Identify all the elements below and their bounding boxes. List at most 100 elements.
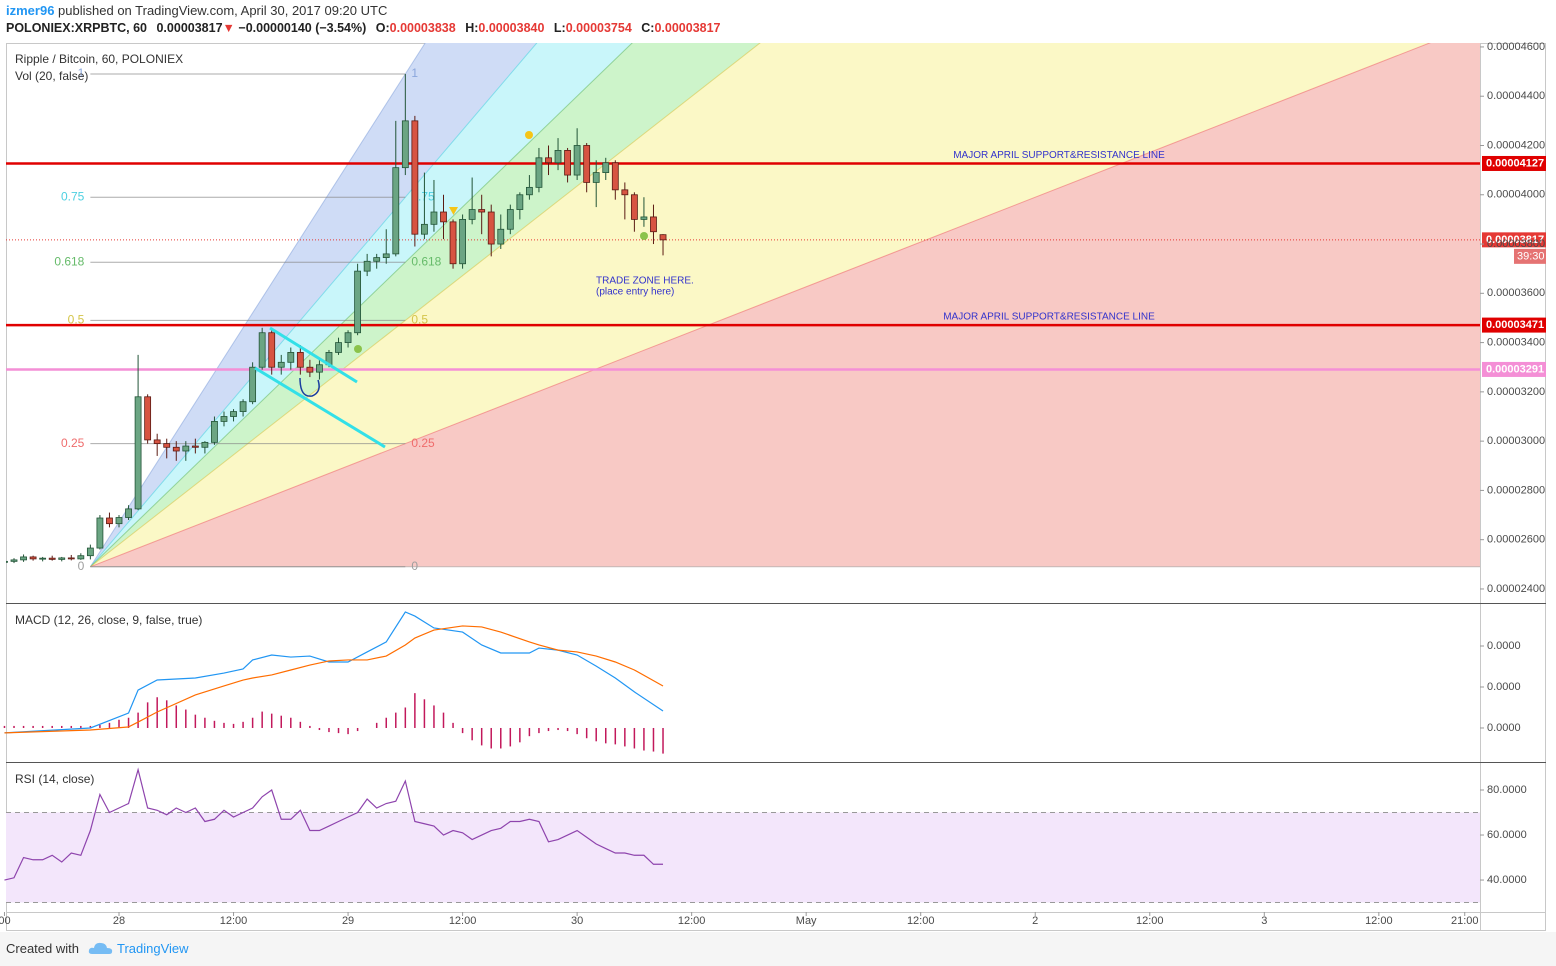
candle-body <box>392 167 400 255</box>
candle-body <box>554 150 562 164</box>
price-tag <box>1482 317 1546 333</box>
ohlc-value: 0.00003754 <box>565 21 632 35</box>
y-tick-label: 0.0000 <box>1487 640 1521 652</box>
candle-body <box>516 194 524 210</box>
candle-body <box>630 194 638 220</box>
ohlc-value: 0.00003838 <box>389 21 456 35</box>
candle-body <box>573 145 581 176</box>
countdown-tag <box>1514 248 1546 264</box>
candle-body <box>287 352 295 363</box>
candle-body <box>650 216 657 233</box>
candle-body <box>373 257 381 262</box>
author[interactable]: izmer96 <box>6 3 55 18</box>
candle-body <box>58 557 66 560</box>
header-line: izmer96 published on TradingView.com, Ap… <box>6 3 387 18</box>
candle-body <box>115 517 123 525</box>
candle-body <box>440 211 447 223</box>
candle-body <box>220 416 228 422</box>
annotation: (place entry here) <box>596 287 674 298</box>
candle-body <box>344 332 352 343</box>
y-tick-label: 0.0000 <box>1487 681 1521 693</box>
y-tick-label: 0.00002600 <box>1487 534 1545 546</box>
candle-body <box>10 559 18 562</box>
last-price: 0.00003817 <box>156 21 223 35</box>
candle-body <box>306 366 314 373</box>
candle-body <box>621 189 629 196</box>
y-tick-label: 0.00003000 <box>1487 435 1545 447</box>
candle-body <box>67 557 75 560</box>
marker-dot <box>525 131 533 139</box>
fib-label: 0 <box>78 559 85 573</box>
candle-body <box>277 361 285 368</box>
fib-label: 0.618 <box>54 254 84 268</box>
candle-body <box>602 162 610 173</box>
x-tick-label: 00 <box>0 915 11 927</box>
fib-label: 0.75 <box>61 189 85 203</box>
ohlc-key: C: <box>641 21 655 35</box>
candle-body <box>459 219 466 265</box>
candle-body <box>39 557 47 560</box>
y-tick-label: 0.00003600 <box>1487 287 1545 299</box>
fib-label: 0.5 <box>411 313 428 327</box>
x-tick-label: 12:00 <box>449 915 477 927</box>
x-tick-label: 12:00 <box>907 915 935 927</box>
candle-body <box>611 162 619 191</box>
countdown: 39:30 <box>1517 250 1545 262</box>
candle-body <box>564 150 571 176</box>
candle-body <box>468 209 476 220</box>
ohlc-key: H: <box>465 21 479 35</box>
fib-label: 0.5 <box>68 313 85 327</box>
y-tick-label: 0.00003800 <box>1487 238 1545 250</box>
brand[interactable]: TradingView <box>117 941 189 956</box>
price-layer <box>6 74 1480 564</box>
x-tick-label: 30 <box>571 915 583 927</box>
panel-title: RSI (14, close) <box>15 772 94 786</box>
price-tag-label: 0.00003471 <box>1486 319 1544 331</box>
candle-body <box>172 446 180 452</box>
y-tick-label: 80.0000 <box>1487 784 1527 796</box>
x-tick-label: 12:00 <box>220 915 248 927</box>
fib-label: 1 <box>78 66 85 80</box>
candle-body <box>583 145 591 183</box>
candle-body <box>230 411 237 417</box>
candle-body <box>239 401 247 412</box>
x-tick-label: 3 <box>1261 915 1267 927</box>
fib-label: 1 <box>411 66 418 80</box>
indicator-title: Vol (20, false) <box>15 69 88 83</box>
fib-label: 0 <box>411 559 418 573</box>
candle-body <box>268 332 276 368</box>
candle-body <box>191 445 199 448</box>
candle-body <box>48 557 56 560</box>
candle-body <box>335 342 342 353</box>
y-tick-label: 0.00004400 <box>1487 90 1545 102</box>
ohlc-value: 0.00003817 <box>654 21 721 35</box>
indicator-line <box>4 625 664 734</box>
candle-body <box>106 517 113 525</box>
axis-layer: 0.00004127 MAJOR APRIL SUPPORT&RESISTANCE… <box>0 41 1546 930</box>
candle-body <box>411 120 419 235</box>
y-tick-label: 0.00002800 <box>1487 484 1545 496</box>
published: published on TradingView.com, April 30, … <box>58 3 388 18</box>
candle-body <box>211 421 218 443</box>
line-label: MAJOR APRIL SUPPORT&RESISTANCE LINE <box>953 150 1165 161</box>
candle-body <box>163 443 171 448</box>
candle-body <box>449 221 457 265</box>
fib-label: 0.25 <box>61 436 85 450</box>
candle-body <box>478 209 486 213</box>
marker-triangle <box>449 207 458 215</box>
x-tick-label: 12:00 <box>1136 915 1164 927</box>
circle-drawing <box>299 377 320 397</box>
trend-line <box>269 326 358 384</box>
y-tick-label: 0.0000 <box>1487 722 1521 734</box>
rsi-band <box>6 812 1480 903</box>
last-price-label: 0.00003817 <box>1486 234 1544 246</box>
candle-body <box>153 439 161 444</box>
candle-body <box>86 547 94 557</box>
candle-body <box>526 186 533 196</box>
y-tick-label: 0.00002400 <box>1487 583 1545 595</box>
fib-band <box>90 43 1480 567</box>
ohlc-value: 0.00003840 <box>478 21 545 35</box>
candle-body <box>430 211 438 225</box>
candle-body <box>506 209 514 230</box>
